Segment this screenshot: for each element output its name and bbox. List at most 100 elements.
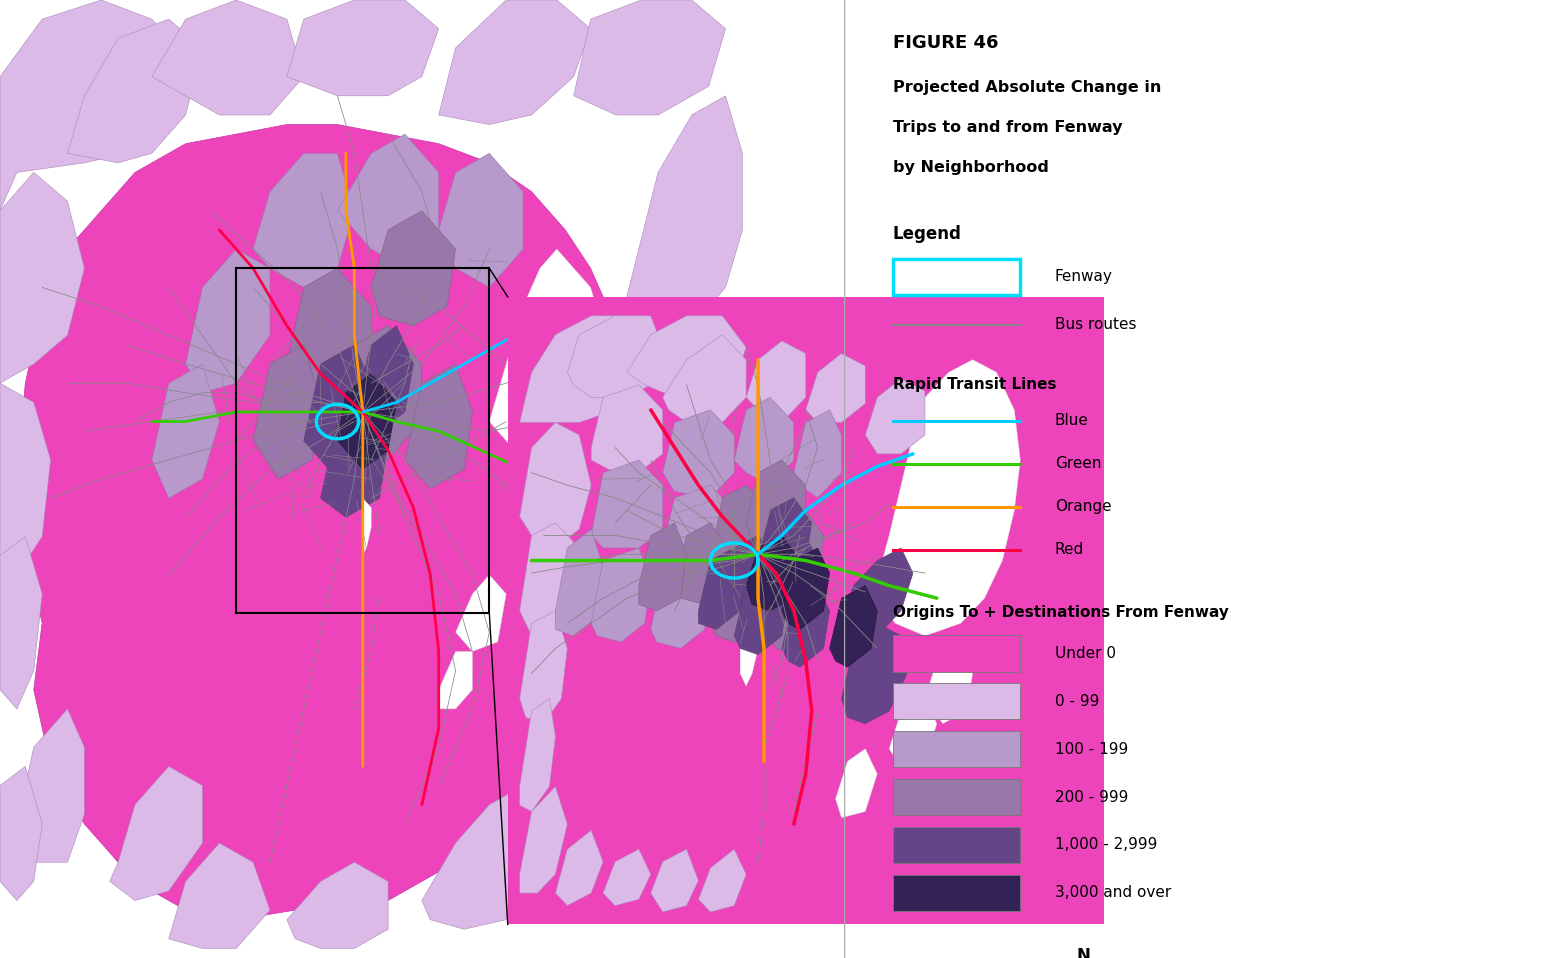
Polygon shape xyxy=(698,548,746,629)
Polygon shape xyxy=(746,341,807,422)
Polygon shape xyxy=(286,862,389,948)
Text: Bus routes: Bus routes xyxy=(1056,317,1136,332)
Polygon shape xyxy=(746,460,807,548)
Polygon shape xyxy=(650,849,698,912)
Polygon shape xyxy=(759,498,811,580)
Polygon shape xyxy=(520,523,579,636)
Polygon shape xyxy=(627,316,746,398)
Polygon shape xyxy=(723,536,776,611)
Text: Red: Red xyxy=(1056,542,1084,558)
Polygon shape xyxy=(830,585,878,667)
Polygon shape xyxy=(523,517,574,623)
Text: Projected Absolute Change in: Projected Absolute Change in xyxy=(893,80,1161,95)
Text: Rapid Transit Lines: Rapid Transit Lines xyxy=(893,377,1056,393)
Text: Blue: Blue xyxy=(1056,413,1088,428)
Text: 100 - 199: 100 - 199 xyxy=(1056,741,1128,757)
Polygon shape xyxy=(438,651,472,709)
Text: Trips to and from Fenway: Trips to and from Fenway xyxy=(893,120,1122,135)
Polygon shape xyxy=(337,326,421,460)
Polygon shape xyxy=(842,624,907,723)
Text: 1,000 - 2,999: 1,000 - 2,999 xyxy=(1056,837,1158,853)
Polygon shape xyxy=(520,422,591,548)
Polygon shape xyxy=(836,749,878,818)
Polygon shape xyxy=(556,529,604,636)
Polygon shape xyxy=(574,0,726,115)
Polygon shape xyxy=(110,766,203,901)
Polygon shape xyxy=(489,249,607,479)
Text: N: N xyxy=(1076,947,1090,958)
Polygon shape xyxy=(506,287,574,422)
Polygon shape xyxy=(889,698,937,767)
Bar xyxy=(893,827,1020,863)
Bar xyxy=(893,731,1020,767)
Text: 0 - 99: 0 - 99 xyxy=(1056,694,1099,709)
Polygon shape xyxy=(591,402,624,479)
Polygon shape xyxy=(0,536,42,709)
Polygon shape xyxy=(663,485,734,567)
Polygon shape xyxy=(548,594,692,843)
Polygon shape xyxy=(520,787,568,893)
Bar xyxy=(893,259,1020,295)
Polygon shape xyxy=(782,585,830,667)
Text: 3,000 and over: 3,000 and over xyxy=(1056,885,1172,901)
Polygon shape xyxy=(746,536,800,611)
Text: Legend: Legend xyxy=(893,225,961,243)
Polygon shape xyxy=(711,560,765,642)
Polygon shape xyxy=(675,523,728,604)
Polygon shape xyxy=(0,0,186,211)
Polygon shape xyxy=(362,498,372,556)
Polygon shape xyxy=(604,849,650,905)
Polygon shape xyxy=(568,316,663,398)
Polygon shape xyxy=(254,345,320,479)
Polygon shape xyxy=(740,611,759,686)
Polygon shape xyxy=(520,698,556,811)
Text: 200 - 999: 200 - 999 xyxy=(1056,789,1128,805)
Polygon shape xyxy=(836,548,913,649)
Text: Orange: Orange xyxy=(1056,499,1111,514)
Polygon shape xyxy=(303,345,372,469)
Polygon shape xyxy=(663,410,734,498)
Polygon shape xyxy=(769,573,824,654)
Polygon shape xyxy=(865,378,926,454)
Polygon shape xyxy=(406,364,472,489)
Polygon shape xyxy=(878,359,1020,636)
Bar xyxy=(893,683,1020,719)
Polygon shape xyxy=(17,125,641,920)
Polygon shape xyxy=(591,385,663,472)
Polygon shape xyxy=(152,0,303,115)
Polygon shape xyxy=(0,383,51,575)
Polygon shape xyxy=(169,843,269,948)
Polygon shape xyxy=(734,573,788,654)
Polygon shape xyxy=(650,560,711,649)
Polygon shape xyxy=(663,334,746,422)
Polygon shape xyxy=(639,523,687,611)
Polygon shape xyxy=(68,19,203,163)
Polygon shape xyxy=(286,268,372,402)
Polygon shape xyxy=(926,649,972,723)
Polygon shape xyxy=(0,766,42,901)
Polygon shape xyxy=(769,536,817,617)
Polygon shape xyxy=(591,548,650,642)
Polygon shape xyxy=(438,0,591,125)
Bar xyxy=(237,268,489,613)
Text: Green: Green xyxy=(1056,456,1102,471)
Polygon shape xyxy=(624,307,709,498)
Polygon shape xyxy=(186,249,269,393)
Polygon shape xyxy=(557,479,624,594)
Polygon shape xyxy=(508,297,1104,924)
Polygon shape xyxy=(421,786,548,929)
Polygon shape xyxy=(769,511,824,592)
Polygon shape xyxy=(0,172,84,383)
Bar xyxy=(893,779,1020,815)
Bar xyxy=(893,875,1020,911)
Polygon shape xyxy=(807,354,865,422)
Polygon shape xyxy=(286,0,438,96)
Polygon shape xyxy=(794,410,842,498)
Text: FIGURE 46: FIGURE 46 xyxy=(893,34,998,52)
Polygon shape xyxy=(698,849,746,912)
Polygon shape xyxy=(711,485,769,573)
Text: Origins To + Destinations From Fenway: Origins To + Destinations From Fenway xyxy=(893,605,1229,621)
Bar xyxy=(893,635,1020,672)
Polygon shape xyxy=(520,316,650,422)
Polygon shape xyxy=(624,96,743,335)
